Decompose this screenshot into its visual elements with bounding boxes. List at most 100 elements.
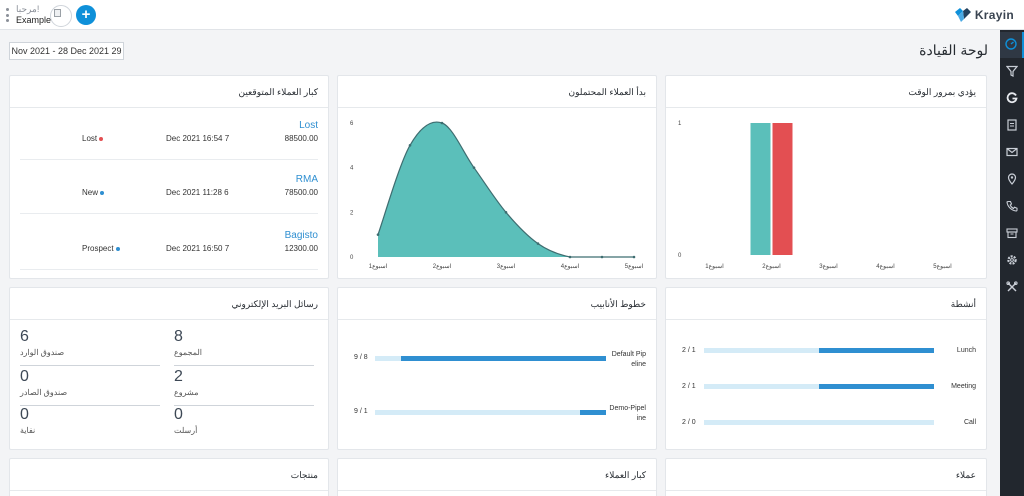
- status-label: Prospect: [82, 244, 114, 253]
- stat-value: 0: [20, 368, 29, 385]
- products-card: منتجات: [9, 458, 329, 496]
- area-chart: 0 2 4 6 اسبوع1 اسبوع2 اسبوع3 اسبوع4 اسبوع5: [350, 121, 644, 270]
- email-stat-total[interactable]: 8 المجموع: [174, 328, 314, 366]
- progress-track: [704, 384, 934, 389]
- avatar[interactable]: [50, 5, 72, 27]
- quick-add-button[interactable]: +: [76, 5, 96, 25]
- lead-name-link[interactable]: Lost: [299, 120, 318, 131]
- customers-card: عملاء: [665, 458, 987, 496]
- progress-track: [375, 410, 606, 415]
- sidebar-item-settings[interactable]: [1000, 248, 1024, 274]
- card-header: أنشطة: [666, 288, 986, 320]
- stat-label: أرسلت: [174, 426, 198, 435]
- sidebar-item-leads[interactable]: [1000, 59, 1024, 85]
- sidebar-item-dashboard[interactable]: [1000, 32, 1024, 58]
- x-tick-label: اسبوع4: [876, 263, 895, 270]
- sidebar-item-configuration[interactable]: [1000, 275, 1024, 301]
- email-stat-inbox[interactable]: 6 صندوق الوارد: [20, 328, 160, 366]
- stat-label: نفاية: [20, 426, 36, 435]
- location-pin-icon: [1006, 172, 1018, 188]
- stat-value: 2: [174, 368, 183, 385]
- y-tick-label: 1: [678, 121, 682, 127]
- card-header: بدأ العملاء المحتملون: [338, 76, 656, 108]
- x-tick-label: اسبوع1: [705, 263, 724, 270]
- activity-row[interactable]: 2 / 0 Call: [666, 416, 986, 438]
- card-header: منتجات: [10, 459, 328, 491]
- list-item[interactable]: RMA 78500.00 Dec 2021 11:28 6 New: [20, 170, 318, 214]
- data-point: [568, 255, 572, 259]
- x-tick-label: اسبوع3: [497, 263, 516, 270]
- data-point: [600, 255, 604, 259]
- progress-fill: [580, 410, 606, 415]
- data-point: [536, 242, 540, 245]
- bar: [772, 123, 793, 255]
- activity-row[interactable]: 2 / 1 Lunch: [666, 344, 986, 366]
- brand-logo[interactable]: Krayin: [954, 7, 1014, 23]
- archive-icon: [1006, 227, 1018, 242]
- data-point: [472, 166, 476, 169]
- pipeline-row[interactable]: 9 / 1 Demo-Pipel ine: [338, 404, 656, 426]
- stat-label: مشروع: [174, 388, 199, 397]
- data-point: [632, 255, 636, 259]
- pipeline-row[interactable]: 9 / 8 Default Pip eline: [338, 350, 656, 372]
- sidebar-item-activities[interactable]: [1000, 167, 1024, 193]
- sidebar-item-quotes[interactable]: [1000, 86, 1024, 112]
- card-title: رسائل البريد الإلكتروني: [231, 299, 318, 309]
- pipeline-name: Default Pip eline: [602, 350, 646, 370]
- pipeline-name-line: ine: [636, 415, 646, 422]
- bar-chart: 0 1 اسبوع1 اسبوع2 اسبوع3 اسبوع4 اسبوع5: [678, 121, 952, 270]
- more-menu-icon[interactable]: [6, 8, 9, 22]
- stat-label: المجموع: [174, 348, 202, 357]
- pipeline-name: Demo-Pipel ine: [602, 404, 646, 424]
- date-range-picker[interactable]: Nov 2021 - 28 Dec 2021 29: [9, 42, 124, 60]
- list-item[interactable]: Bagisto 12300.00 Dec 2021 16:50 7 Prospe…: [20, 226, 318, 270]
- email-stat-trash[interactable]: 0 نفاية: [20, 406, 160, 444]
- document-icon: [1006, 118, 1018, 134]
- card-header: يؤدي بمرور الوقت: [666, 76, 986, 108]
- card-title: كبار العملاء المتوقعين: [238, 87, 318, 97]
- potential-clients-card: بدأ العملاء المحتملون 0 2 4 6 اسبوع1 اسبوع2 اس…: [337, 75, 657, 279]
- sidebar-item-documents[interactable]: [1000, 113, 1024, 139]
- list-item[interactable]: Lost 88500.00 Dec 2021 16:54 7 Lost: [20, 116, 318, 160]
- lead-name-link[interactable]: RMA: [295, 174, 318, 185]
- card-title: أنشطة: [950, 299, 976, 309]
- x-tick-label: اسبوع5: [933, 263, 952, 270]
- pipeline-name-line: eline: [631, 361, 646, 368]
- lead-status: Lost: [82, 134, 104, 143]
- area-fill: [378, 122, 634, 257]
- sidebar: [1000, 30, 1024, 496]
- sidebar-item-products[interactable]: [1000, 221, 1024, 247]
- email-stat-draft[interactable]: 2 مشروع: [174, 368, 314, 406]
- activity-row[interactable]: 2 / 1 Meeting: [666, 380, 986, 402]
- y-tick-label: 2: [350, 210, 354, 216]
- pipeline-count: 9 / 8: [354, 354, 368, 361]
- stat-label: صندوق الصادر: [20, 388, 68, 397]
- email-stat-sent[interactable]: 0 أرسلت: [174, 406, 314, 444]
- card-title: كبار العملاء: [605, 470, 646, 480]
- card-title: بدأ العملاء المحتملون: [568, 87, 646, 97]
- activity-count: 2 / 0: [682, 419, 696, 426]
- y-tick-label: 4: [350, 166, 354, 172]
- card-header: عملاء: [666, 459, 986, 491]
- user-name[interactable]: Example: [16, 15, 52, 25]
- top-leads-card: كبار العملاء المتوقعين Lost 88500.00 Dec…: [9, 75, 329, 279]
- data-point: [504, 211, 508, 214]
- activity-name: Lunch: [956, 347, 976, 354]
- activity-name: Meeting: [951, 383, 976, 390]
- y-tick-label: 0: [350, 255, 354, 261]
- data-point: [408, 144, 412, 147]
- lead-amount: 12300.00: [284, 244, 318, 253]
- status-label: New: [82, 188, 99, 197]
- email-stat-outbox[interactable]: 0 صندوق الصادر: [20, 368, 160, 406]
- x-tick-label: اسبوع3: [819, 263, 838, 270]
- x-tick-label: اسبوع2: [762, 263, 781, 270]
- sidebar-item-mail[interactable]: [1000, 140, 1024, 166]
- pipeline-name-line: Demo-Pipel: [609, 405, 646, 412]
- data-point: [440, 121, 444, 125]
- lead-status: New: [82, 188, 105, 197]
- top-customers-card: كبار العملاء: [337, 458, 657, 496]
- activity-count: 2 / 1: [682, 383, 696, 390]
- sidebar-item-contacts[interactable]: [1000, 194, 1024, 220]
- page-title: لوحة القيادة: [919, 42, 988, 58]
- lead-name-link[interactable]: Bagisto: [284, 230, 318, 241]
